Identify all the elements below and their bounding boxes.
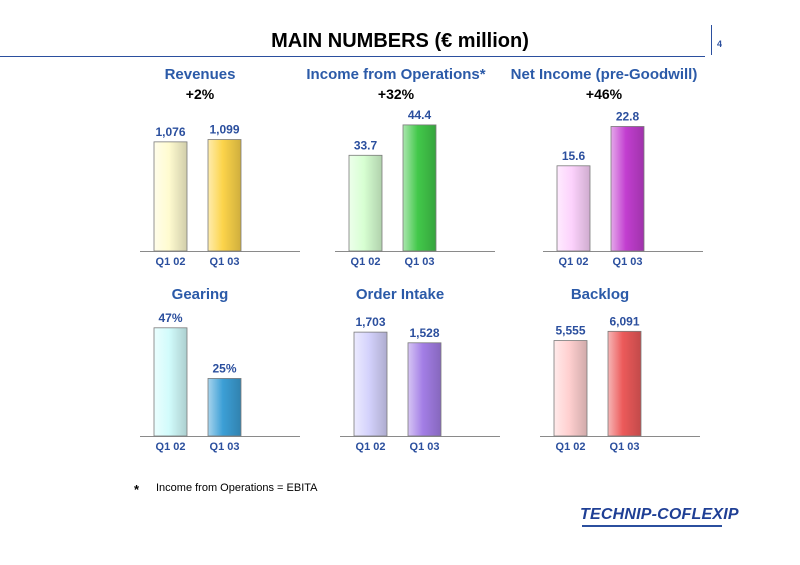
bar [207,139,242,252]
data-label: 5,555 [555,324,585,338]
x-tick-label: Q1 02 [156,256,186,268]
bar [556,165,591,252]
page-title: MAIN NUMBERS (€ million) [271,30,529,52]
chart-change: +46% [585,86,623,102]
data-label: 15.6 [562,149,586,163]
bar [407,342,442,437]
chart-backlog: 5,555 Q1 02 6,091 Q1 03 [540,314,700,453]
x-tick-label: Q1 02 [356,441,386,453]
x-tick-label: Q1 02 [351,256,381,268]
x-tick-label: Q1 03 [405,256,435,268]
data-label: 1,528 [409,326,439,340]
data-label: 1,703 [355,315,385,329]
data-label: 33.7 [354,138,378,152]
page-number: 4 [717,39,723,49]
bar [610,126,645,252]
chart-revenues: 1,076 Q1 02 1,099 Q1 03 [140,123,300,268]
chart-change: +2% [185,86,215,102]
title-divider [0,56,705,57]
bar [553,340,588,437]
chart-order-intake: 1,703 Q1 02 1,528 Q1 03 [340,315,500,453]
chart-title: Revenues [164,66,236,83]
chart-title: Order Intake [355,286,445,303]
corner-divider [711,25,712,55]
chart-title: Net Income (pre-Goodwill) [510,66,698,83]
chart-gearing: 47% Q1 02 25% Q1 03 [140,311,300,453]
chart-net-income: 15.6 Q1 02 22.8 Q1 03 [543,109,703,268]
bar [153,327,188,437]
data-label: 25% [212,361,236,375]
chart-income-from-operations: 33.7 Q1 02 44.4 Q1 03 [335,108,495,268]
bar [353,331,388,437]
bar [402,124,437,252]
data-label: 1,076 [155,125,185,139]
bar [607,330,642,437]
bar [207,378,242,437]
data-label: 47% [158,311,182,325]
logo-underline [582,525,722,527]
data-label: 22.8 [616,109,640,123]
footnote-text: Income from Operations = EBITA [156,482,318,494]
bar [348,154,383,252]
bar [153,141,188,252]
data-label: 1,099 [209,123,239,137]
data-label: 6,091 [609,314,639,328]
footnote-marker: * [134,482,140,497]
company-logo: TECHNIP-COFLEXIP [580,506,739,523]
x-tick-label: Q1 03 [210,441,240,453]
chart-title: Gearing [171,286,229,303]
chart-change: +32% [377,86,415,102]
x-tick-label: Q1 02 [156,441,186,453]
x-tick-label: Q1 02 [556,441,586,453]
x-tick-label: Q1 03 [410,441,440,453]
data-label: 44.4 [408,108,432,122]
chart-title: Backlog [570,286,630,303]
x-tick-label: Q1 03 [210,256,240,268]
chart-title: Income from Operations* [306,66,486,83]
x-tick-label: Q1 03 [610,441,640,453]
x-tick-label: Q1 02 [559,256,589,268]
x-tick-label: Q1 03 [613,256,643,268]
